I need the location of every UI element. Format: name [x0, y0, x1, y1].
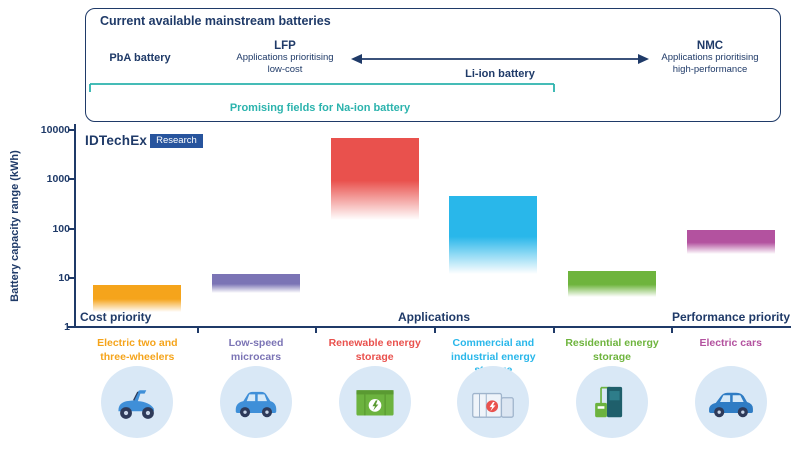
nmc-subtitle-2: high-performance [672, 64, 748, 76]
category-label-electric-cars: Electric cars [699, 337, 762, 349]
range-bar [686, 229, 775, 255]
y-tick-mark [68, 227, 75, 230]
residential-storage-icon [576, 366, 649, 438]
electric-two-three-wheeler-icon [101, 366, 174, 438]
microcar-icon [220, 366, 292, 438]
x-tick-mark [196, 328, 199, 333]
y-tick-label: 100 [52, 222, 70, 235]
mainstream-batteries-box [85, 8, 781, 122]
y-tick-mark [68, 276, 75, 279]
cost-priority-label: Cost priority [80, 310, 152, 324]
icon-row [78, 366, 790, 438]
y-axis-label: Battery capacity range (kWh) [9, 150, 21, 302]
lfp-title: LFP [274, 40, 296, 52]
y-axis-line [74, 124, 76, 328]
y-tick-label: 1000 [46, 173, 70, 186]
applications-label: Applications [397, 310, 470, 324]
lfp-battery-block: LFP Applications prioritising low-cost [200, 40, 370, 77]
range-bar [330, 137, 419, 220]
commercial-storage-icon [457, 366, 530, 438]
range-bar [93, 285, 182, 313]
electric-car-icon [694, 366, 767, 438]
y-tick-label: 10 [58, 271, 70, 284]
li-ion-battery-label: Li-ion battery [465, 68, 535, 80]
nmc-subtitle-1: Applications prioritising [661, 52, 759, 63]
y-tick-mark [68, 178, 75, 181]
y-tick-mark [68, 326, 75, 328]
nmc-battery-block: NMC Applications prioritising high-perfo… [625, 40, 795, 77]
x-axis-line [74, 326, 791, 328]
performance-priority-label: Performance priority [671, 310, 790, 324]
idtechex-logo: IDTechEx Research [85, 133, 203, 148]
category-label-renewable: Renewable energy storage [328, 337, 421, 363]
category-label-residential: Residential energy storage [565, 337, 659, 363]
category-label-two-three-wheelers: Electric two and three-wheelers [97, 337, 178, 363]
x-tick-mark [671, 328, 674, 333]
range-bar [212, 273, 300, 293]
y-tick-labels: 1 10 100 1000 10000 [26, 0, 70, 450]
range-bar [449, 196, 538, 274]
y-tick-label: 10000 [40, 124, 70, 136]
lfp-subtitle-2: low-cost [267, 64, 303, 76]
x-tick-mark [315, 328, 318, 333]
pba-battery-label: PbA battery [109, 52, 171, 64]
box-title: Current available mainstream batteries [100, 14, 331, 28]
nmc-title: NMC [696, 40, 724, 52]
x-tick-mark [552, 328, 555, 333]
range-bar [568, 270, 656, 298]
category-label-microcars: Low-speed microcars [228, 337, 284, 363]
y-tick-label: 1 [64, 321, 70, 333]
y-tick-mark [68, 129, 75, 131]
logo-research-badge: Research [150, 133, 203, 148]
na-ion-bracket [89, 83, 555, 92]
lfp-subtitle-1: Applications prioritising [236, 52, 334, 63]
logo-brand-text: IDTechEx [85, 133, 148, 148]
x-tick-mark [434, 328, 436, 333]
renewable-storage-icon [338, 366, 411, 438]
na-ion-promising-fields-label: Promising fields for Na-ion battery [229, 102, 411, 114]
li-ion-range-arrow [351, 54, 649, 64]
